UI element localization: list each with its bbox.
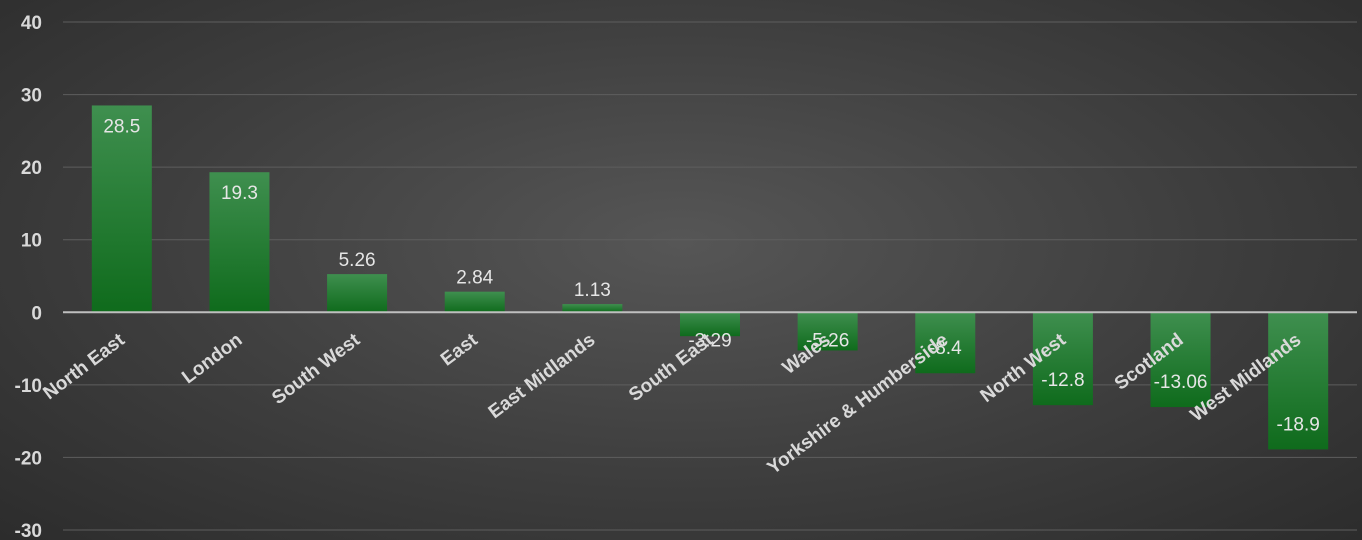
bars [91, 105, 1329, 450]
data-label: -8.4 [929, 338, 962, 359]
bar [1032, 312, 1093, 406]
y-tick-label: 10 [21, 231, 42, 252]
x-tick-label: East Midlands [485, 330, 600, 424]
x-axis-ticks: North East London South West East East Midla… [39, 329, 1305, 479]
y-axis-ticks: 40 30 20 10 0 -10 -20 -30 [15, 13, 42, 540]
bar [915, 312, 976, 374]
data-label: -12.8 [1041, 370, 1084, 391]
x-tick-label: London [178, 330, 246, 389]
x-tick-label: South East [625, 329, 717, 406]
gridlines [63, 21, 1357, 531]
bar [91, 105, 152, 313]
data-label: 5.26 [339, 250, 376, 271]
bar [797, 312, 858, 351]
y-tick-label: -10 [15, 376, 42, 397]
y-tick-label: -20 [15, 448, 42, 469]
bar [1268, 312, 1329, 450]
data-label: 2.84 [456, 268, 493, 289]
bar [1150, 312, 1211, 408]
data-label: -3.29 [688, 330, 731, 351]
data-label: 28.5 [103, 116, 140, 137]
bar [562, 304, 623, 313]
data-label: -18.9 [1277, 414, 1320, 435]
bar [327, 274, 388, 313]
x-tick-label: East [437, 329, 482, 370]
data-label: 1.13 [574, 280, 611, 301]
data-label: 19.3 [221, 183, 258, 204]
bar [209, 172, 270, 313]
bar [444, 291, 505, 313]
data-labels: 28.5 19.3 5.26 2.84 1.13 -3.29 -5.26 -8.4 -12.8 -… [103, 116, 1320, 435]
x-tick-label: South West [268, 329, 364, 409]
data-label: -13.06 [1154, 372, 1208, 393]
y-tick-label: 30 [21, 86, 42, 107]
y-tick-label: 40 [21, 13, 42, 34]
y-tick-label: -30 [15, 521, 42, 540]
data-label: -5.26 [806, 330, 849, 351]
y-tick-label: 0 [31, 303, 42, 324]
y-tick-label: 20 [21, 158, 42, 179]
bar [680, 312, 740, 337]
x-tick-label: North East [39, 329, 129, 404]
